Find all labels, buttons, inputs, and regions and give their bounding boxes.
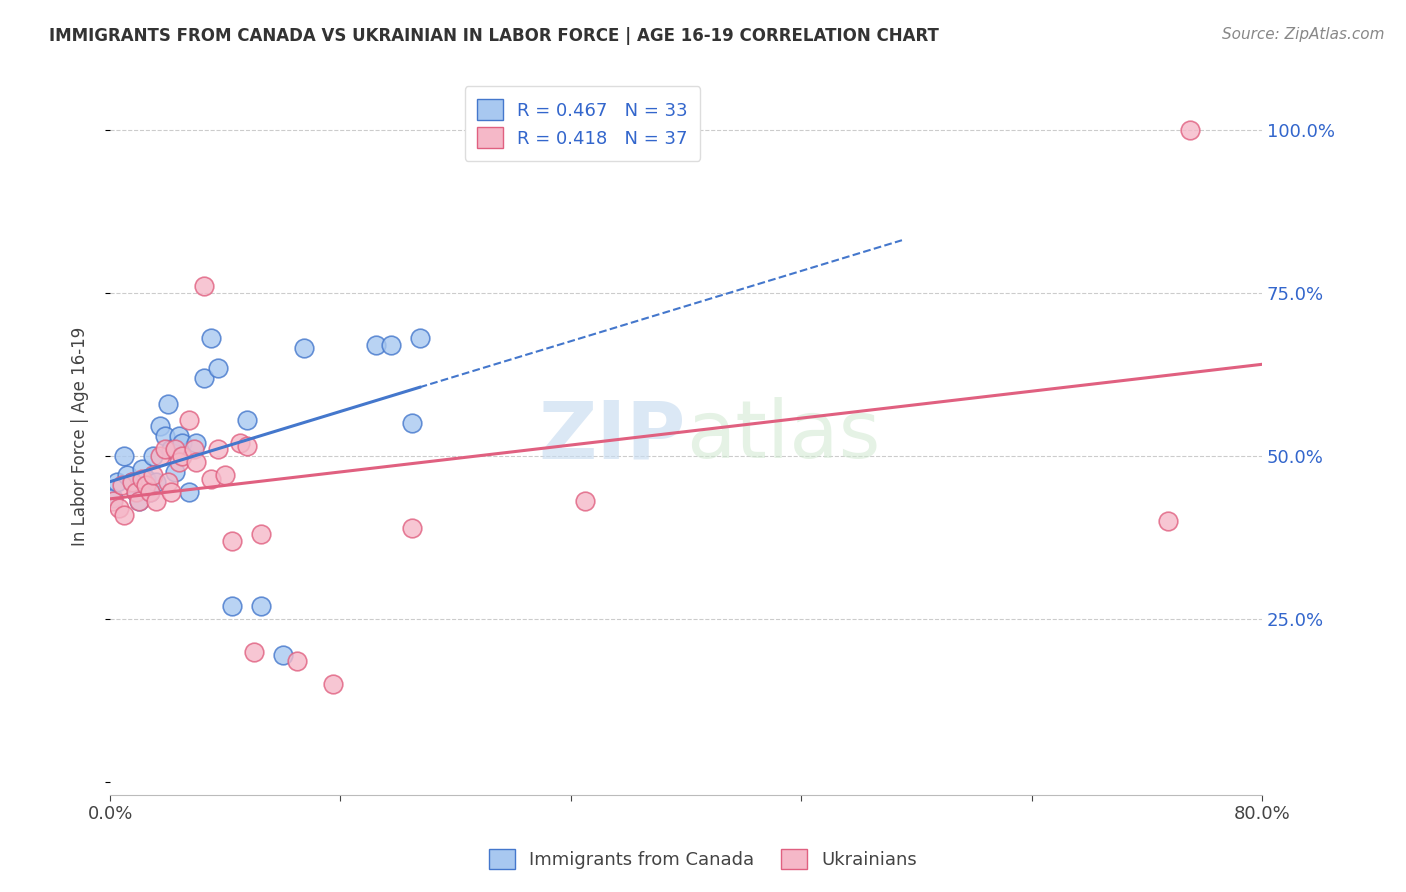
- Point: [128, 494, 150, 508]
- Point: [285, 654, 308, 668]
- Point: [156, 397, 179, 411]
- Point: [200, 472, 222, 486]
- Point: [167, 429, 190, 443]
- Point: [214, 468, 236, 483]
- Point: [159, 484, 181, 499]
- Point: [110, 478, 132, 492]
- Point: [207, 360, 229, 375]
- Point: [401, 416, 423, 430]
- Point: [125, 484, 148, 499]
- Text: ZIP: ZIP: [538, 397, 686, 475]
- Point: [408, 331, 430, 345]
- Text: Source: ZipAtlas.com: Source: ZipAtlas.com: [1222, 27, 1385, 42]
- Point: [107, 501, 129, 516]
- Text: IMMIGRANTS FROM CANADA VS UKRAINIAN IN LABOR FORCE | AGE 16-19 CORRELATION CHART: IMMIGRANTS FROM CANADA VS UKRAINIAN IN L…: [49, 27, 939, 45]
- Point: [163, 465, 186, 479]
- Point: [117, 468, 139, 483]
- Point: [236, 413, 259, 427]
- Point: [167, 455, 190, 469]
- Point: [170, 435, 193, 450]
- Point: [131, 472, 153, 486]
- Point: [153, 429, 176, 443]
- Point: [236, 439, 259, 453]
- Point: [149, 449, 172, 463]
- Point: [401, 520, 423, 534]
- Point: [221, 533, 243, 548]
- Point: [142, 449, 165, 463]
- Point: [159, 442, 181, 457]
- Point: [221, 599, 243, 613]
- Point: [145, 475, 167, 489]
- Point: [366, 338, 388, 352]
- Point: [145, 494, 167, 508]
- Point: [156, 475, 179, 489]
- Point: [121, 475, 143, 489]
- Point: [114, 508, 136, 522]
- Point: [200, 331, 222, 345]
- Point: [179, 413, 201, 427]
- Point: [207, 442, 229, 457]
- Point: [186, 435, 208, 450]
- Legend: R = 0.467   N = 33, R = 0.418   N = 37: R = 0.467 N = 33, R = 0.418 N = 37: [464, 87, 700, 161]
- Point: [128, 494, 150, 508]
- Legend: Immigrants from Canada, Ukrainians: Immigrants from Canada, Ukrainians: [481, 839, 925, 879]
- Point: [294, 341, 316, 355]
- Point: [125, 484, 148, 499]
- Point: [135, 472, 157, 486]
- Point: [149, 419, 172, 434]
- Text: atlas: atlas: [686, 397, 880, 475]
- Point: [101, 494, 124, 508]
- Point: [131, 462, 153, 476]
- Point: [250, 599, 273, 613]
- Point: [163, 442, 186, 457]
- Point: [153, 442, 176, 457]
- Point: [183, 442, 205, 457]
- Y-axis label: In Labor Force | Age 16-19: In Labor Force | Age 16-19: [72, 326, 89, 546]
- Point: [121, 475, 143, 489]
- Point: [250, 527, 273, 541]
- Point: [380, 338, 402, 352]
- Point: [271, 648, 294, 662]
- Point: [142, 468, 165, 483]
- Point: [574, 494, 596, 508]
- Point: [179, 484, 201, 499]
- Point: [170, 449, 193, 463]
- Point: [101, 491, 124, 506]
- Point: [193, 279, 215, 293]
- Point: [243, 644, 266, 658]
- Point: [186, 455, 208, 469]
- Point: [228, 435, 250, 450]
- Point: [1178, 122, 1201, 136]
- Point: [139, 484, 162, 499]
- Point: [114, 449, 136, 463]
- Point: [105, 475, 128, 489]
- Point: [135, 478, 157, 492]
- Point: [322, 677, 344, 691]
- Point: [139, 484, 162, 499]
- Point: [1157, 514, 1180, 528]
- Point: [193, 370, 215, 384]
